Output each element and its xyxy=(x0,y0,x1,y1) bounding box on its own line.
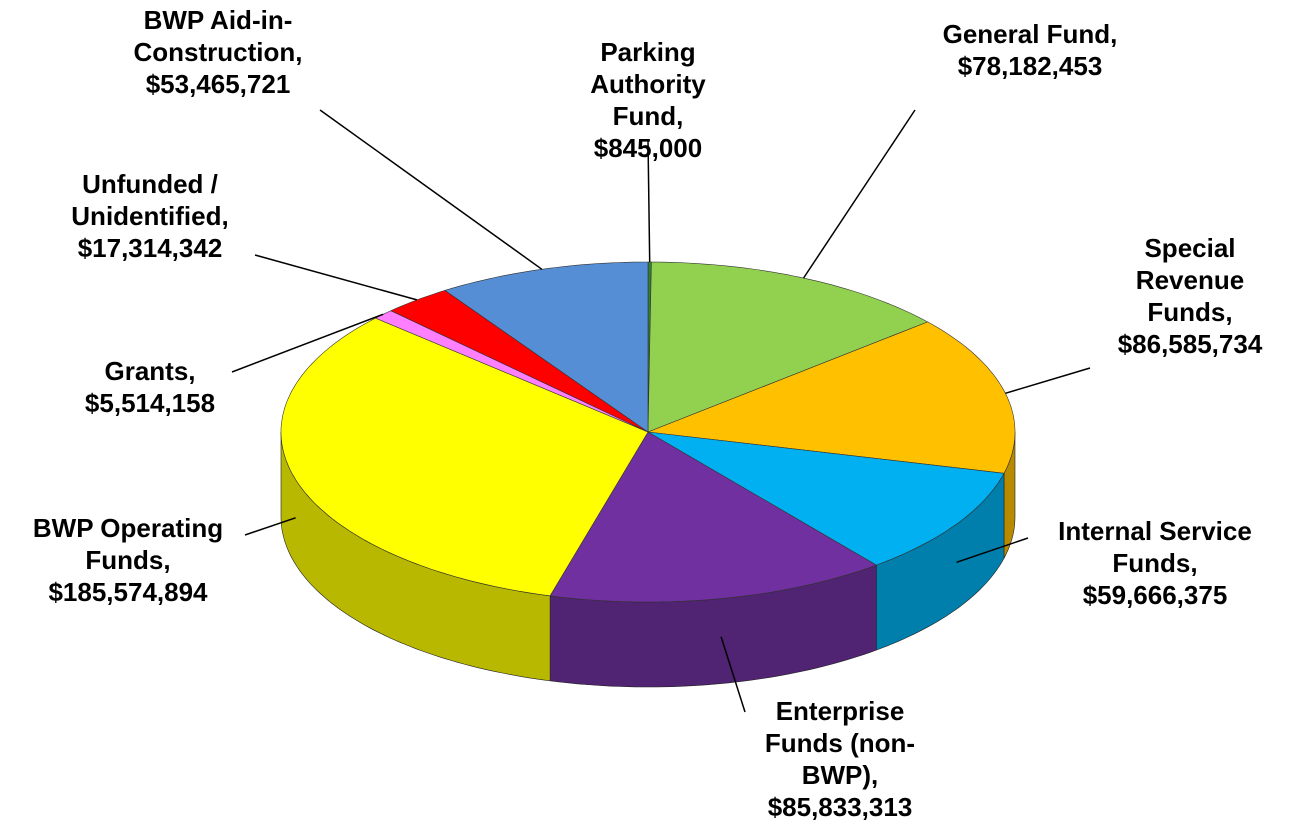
data-label: BWP Aid-in-Construction, $53,465,721 xyxy=(108,4,328,100)
data-label: BWP Operating Funds, $185,574,894 xyxy=(3,512,253,608)
slice-value: $185,574,894 xyxy=(48,577,208,607)
slice-name: General Fund, xyxy=(942,19,1118,49)
data-label: Special Revenue Funds, $86,585,734 xyxy=(1110,232,1270,360)
leader-line xyxy=(802,109,916,279)
pie-slice xyxy=(549,431,878,603)
data-label: Internal Service Funds, $59,666,375 xyxy=(1025,515,1285,611)
leader-line xyxy=(319,109,543,270)
slice-value: $845,000 xyxy=(593,133,703,163)
slice-name: Special Revenue Funds, xyxy=(1135,233,1245,327)
slice-name: Unfunded / Unidentified, xyxy=(71,169,229,231)
pie-slice xyxy=(647,431,1005,566)
data-label: Enterprise Funds (non-BWP), $85,833,313 xyxy=(755,695,925,823)
data-label: Unfunded / Unidentified, $17,314,342 xyxy=(45,168,255,264)
leader-line xyxy=(1005,367,1091,395)
slice-value: $59,666,375 xyxy=(1082,580,1228,610)
leader-line xyxy=(231,313,384,373)
leader-line xyxy=(244,517,296,536)
pie-slice xyxy=(280,317,649,597)
slice-value: $53,465,721 xyxy=(145,69,291,99)
pie-slice xyxy=(647,261,929,433)
slice-value: $78,182,453 xyxy=(957,51,1103,81)
leader-line xyxy=(956,537,1029,564)
slice-name: Parking Authority Fund, xyxy=(590,37,706,131)
slice-value: $86,585,734 xyxy=(1117,329,1263,359)
slice-name: Enterprise Funds (non-BWP), xyxy=(764,696,916,790)
leader-line xyxy=(254,254,418,301)
slice-name: Grants, xyxy=(104,356,196,386)
slice-name: BWP Aid-in-Construction, xyxy=(133,5,303,67)
slice-name: BWP Operating Funds, xyxy=(32,513,224,575)
slice-value: $85,833,313 xyxy=(767,792,913,822)
leader-line xyxy=(647,139,651,263)
slice-name: Internal Service Funds, xyxy=(1058,516,1252,578)
slice-value: $17,314,342 xyxy=(77,233,223,263)
data-label: Parking Authority Fund, $845,000 xyxy=(553,36,743,164)
slice-value: $5,514,158 xyxy=(84,388,216,418)
leader-line xyxy=(720,636,746,713)
data-label: Grants, $5,514,158 xyxy=(50,355,250,419)
data-label: General Fund, $78,182,453 xyxy=(910,18,1150,82)
